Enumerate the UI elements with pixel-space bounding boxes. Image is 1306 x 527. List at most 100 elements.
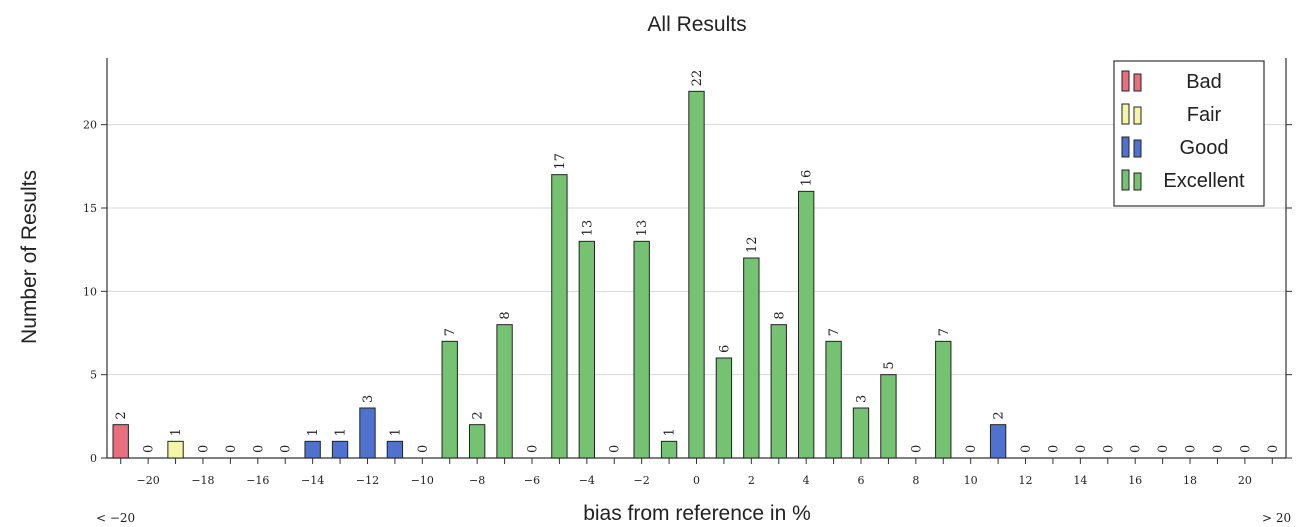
bar (386, 440, 404, 459)
bar-value-label: 0 (909, 445, 924, 453)
bar (880, 374, 897, 459)
bar-value-label: 0 (1101, 445, 1116, 453)
bar (112, 424, 129, 459)
bar-value-label: 16 (800, 170, 815, 187)
bar-value-label: 0 (142, 445, 157, 453)
bar-value-label: 0 (279, 445, 294, 453)
legend-swatch (1133, 172, 1142, 191)
bar-value-label: 1 (388, 428, 403, 436)
x-tick-label: −4 (579, 474, 595, 487)
x-tick-label: −18 (191, 474, 214, 487)
bar (797, 190, 815, 459)
bar-value-label: 13 (635, 220, 650, 237)
bar-value-label: 0 (416, 445, 431, 453)
x-tick-label: 18 (1183, 474, 1197, 487)
bar-value-label: 1 (334, 428, 349, 436)
bar (633, 240, 650, 459)
bar-value-label: 0 (1156, 445, 1171, 453)
bar-value-label: 0 (1266, 445, 1281, 453)
bar-value-label: 3 (361, 395, 376, 403)
x-tick-label: 8 (912, 474, 919, 487)
x-tick-label: 14 (1073, 474, 1087, 487)
bar-value-label: 2 (114, 411, 129, 419)
bar-value-label: 5 (882, 361, 897, 369)
legend-swatch (1121, 169, 1130, 191)
bar-value-label: 0 (1129, 445, 1144, 453)
bar-value-label: 0 (1046, 445, 1061, 453)
legend-swatch (1133, 73, 1142, 92)
bar (578, 240, 596, 459)
right-overflow-label: > 20 (1262, 511, 1291, 525)
legend-swatch (1133, 139, 1142, 158)
y-tick-label: 15 (83, 202, 97, 215)
bar-value-label: 1 (169, 428, 184, 436)
bar (167, 440, 184, 459)
legend-swatch (1121, 103, 1130, 125)
legend-label: Fair (1187, 104, 1222, 126)
bar (660, 440, 678, 459)
bar-value-label: 1 (306, 428, 321, 436)
x-tick-label: 0 (693, 474, 700, 487)
bar-value-label: 0 (1074, 445, 1089, 453)
x-tick-label: 10 (964, 474, 978, 487)
bar (852, 407, 870, 459)
bar-value-label: 7 (937, 328, 952, 336)
x-tick-label: 12 (1019, 474, 1033, 487)
x-tick-label: 16 (1128, 474, 1142, 487)
bar (743, 257, 760, 459)
bar (770, 324, 787, 459)
bar-value-label: 12 (745, 236, 760, 253)
bar (359, 407, 376, 459)
legend-swatch (1121, 136, 1130, 158)
x-axis-label: bias from reference in % (583, 502, 811, 525)
left-overflow-label: < −20 (96, 511, 135, 525)
x-tick-label: −10 (411, 474, 434, 487)
bar-value-label: 17 (553, 153, 568, 170)
bar-value-label: 0 (1184, 445, 1199, 453)
legend-label: Excellent (1163, 170, 1245, 192)
bar (989, 424, 1007, 459)
chart-title: All Results (647, 13, 746, 36)
bar (304, 440, 321, 459)
bar-value-label: 0 (1019, 445, 1034, 453)
legend-label: Good (1180, 137, 1229, 159)
bar-value-label: 7 (443, 328, 458, 336)
x-tick-label: −20 (137, 474, 160, 487)
legend-label: Bad (1186, 71, 1222, 93)
bar-value-label: 0 (1211, 445, 1226, 453)
x-tick-label: −16 (246, 474, 269, 487)
bar-value-label: 8 (772, 311, 787, 319)
bar-value-label: 0 (196, 445, 211, 453)
y-tick-label: 20 (83, 119, 97, 132)
x-tick-label: 6 (858, 474, 865, 487)
x-tick-label: 2 (748, 474, 755, 487)
bar-value-label: 1 (663, 428, 678, 436)
bar-value-label: 0 (525, 445, 540, 453)
x-tick-label: −6 (524, 474, 540, 487)
x-tick-label: −2 (634, 474, 650, 487)
y-axis-label: Number of Results (18, 170, 41, 344)
bar-value-label: 2 (992, 411, 1007, 419)
bar (441, 340, 458, 459)
bar (468, 424, 486, 459)
bar (935, 340, 952, 459)
legend: Bad Fair Good Excellent (1113, 60, 1265, 207)
bar (331, 440, 349, 459)
bar-value-label: 8 (498, 311, 513, 319)
legend-swatch (1121, 70, 1130, 92)
x-tick-label: −12 (356, 474, 379, 487)
y-tick-label: 0 (90, 452, 97, 465)
bar (715, 357, 733, 459)
bar-value-label: 22 (690, 70, 705, 87)
x-tick-label: −14 (301, 474, 324, 487)
bar-value-label: 6 (717, 345, 732, 353)
y-tick-label: 10 (83, 285, 97, 298)
bar-value-label: 0 (224, 445, 239, 453)
bar-value-label: 0 (608, 445, 623, 453)
bar-value-label: 3 (855, 395, 870, 403)
bar-value-label: 0 (251, 445, 266, 453)
bar-value-label: 7 (827, 328, 842, 336)
bar (496, 324, 513, 459)
